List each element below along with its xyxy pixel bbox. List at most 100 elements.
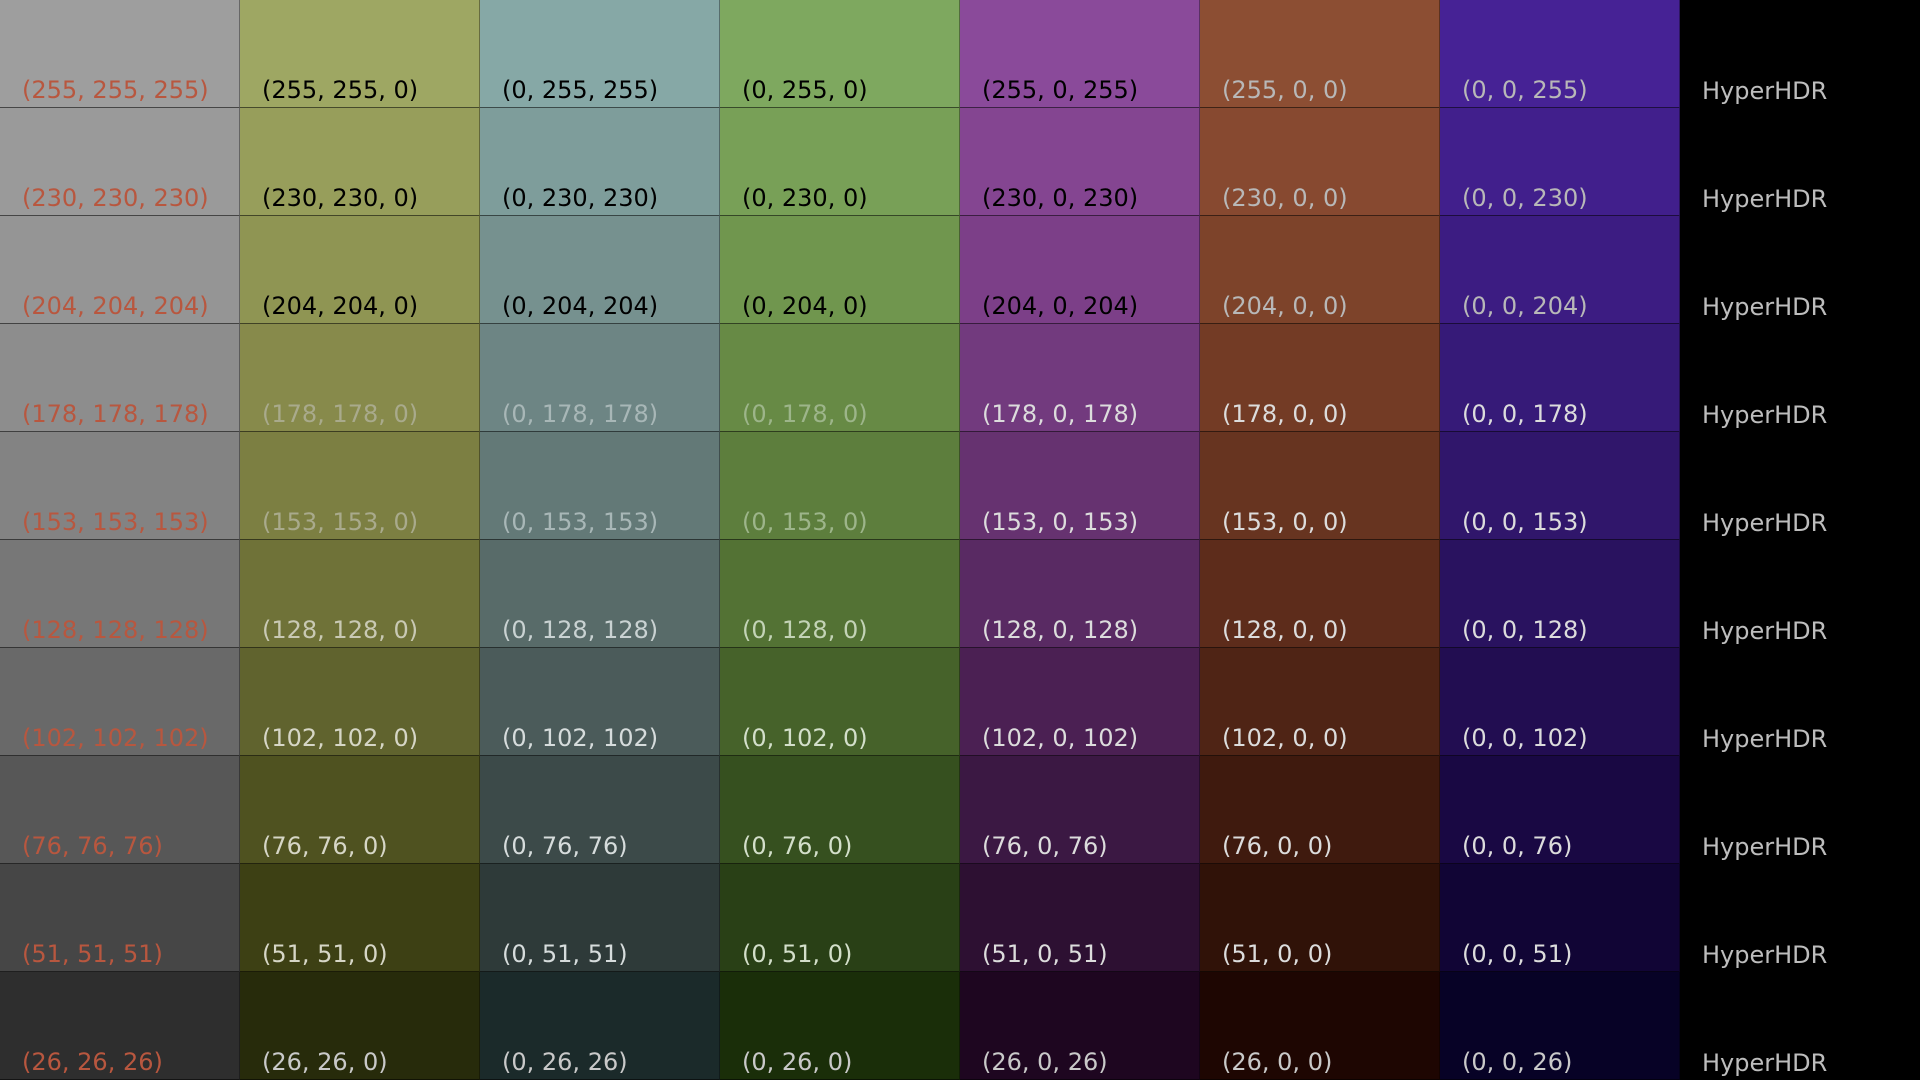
swatch-label: (0, 0, 26)	[1462, 1048, 1573, 1076]
brand-label: HyperHDR	[1702, 185, 1828, 213]
swatch-label: (153, 0, 0)	[1222, 508, 1348, 536]
swatch-cyan-204: (0, 204, 204)	[480, 216, 720, 324]
swatch-label: (0, 178, 178)	[502, 400, 659, 428]
swatch-label: (102, 102, 102)	[22, 724, 209, 752]
brand-cell: HyperHDR	[1680, 324, 1920, 432]
swatch-label: (51, 0, 51)	[982, 940, 1108, 968]
swatch-magenta-102: (102, 0, 102)	[960, 648, 1200, 756]
swatch-label: (204, 0, 204)	[982, 292, 1139, 320]
swatch-label: (128, 128, 0)	[262, 616, 419, 644]
brand-cell: HyperHDR	[1680, 864, 1920, 972]
swatch-yellow-76: (76, 76, 0)	[240, 756, 480, 864]
swatch-label: (0, 76, 0)	[742, 832, 853, 860]
swatch-cyan-128: (0, 128, 128)	[480, 540, 720, 648]
swatch-green-230: (0, 230, 0)	[720, 108, 960, 216]
swatch-label: (0, 0, 102)	[1462, 724, 1588, 752]
swatch-blue-153: (0, 0, 153)	[1440, 432, 1680, 540]
swatch-red-204: (204, 0, 0)	[1200, 216, 1440, 324]
swatch-label: (76, 0, 0)	[1222, 832, 1333, 860]
swatch-label: (102, 102, 0)	[262, 724, 419, 752]
swatch-label: (255, 255, 255)	[22, 76, 209, 104]
swatch-white-102: (102, 102, 102)	[0, 648, 240, 756]
swatch-green-255: (0, 255, 0)	[720, 0, 960, 108]
swatch-label: (178, 0, 178)	[982, 400, 1139, 428]
swatch-magenta-26: (26, 0, 26)	[960, 972, 1200, 1080]
swatch-label: (0, 204, 0)	[742, 292, 868, 320]
swatch-blue-26: (0, 0, 26)	[1440, 972, 1680, 1080]
swatch-label: (26, 0, 26)	[982, 1048, 1108, 1076]
swatch-yellow-128: (128, 128, 0)	[240, 540, 480, 648]
swatch-magenta-204: (204, 0, 204)	[960, 216, 1200, 324]
swatch-label: (128, 0, 0)	[1222, 616, 1348, 644]
swatch-red-178: (178, 0, 0)	[1200, 324, 1440, 432]
swatch-cyan-102: (0, 102, 102)	[480, 648, 720, 756]
swatch-label: (76, 76, 76)	[22, 832, 163, 860]
swatch-yellow-102: (102, 102, 0)	[240, 648, 480, 756]
swatch-label: (0, 51, 51)	[502, 940, 628, 968]
swatch-red-230: (230, 0, 0)	[1200, 108, 1440, 216]
swatch-label: (128, 128, 128)	[22, 616, 209, 644]
swatch-magenta-255: (255, 0, 255)	[960, 0, 1200, 108]
swatch-red-76: (76, 0, 0)	[1200, 756, 1440, 864]
swatch-cyan-230: (0, 230, 230)	[480, 108, 720, 216]
swatch-green-51: (0, 51, 0)	[720, 864, 960, 972]
brand-label: HyperHDR	[1702, 77, 1828, 105]
swatch-label: (76, 76, 0)	[262, 832, 388, 860]
swatch-blue-102: (0, 0, 102)	[1440, 648, 1680, 756]
swatch-label: (0, 0, 255)	[1462, 76, 1588, 104]
swatch-blue-255: (0, 0, 255)	[1440, 0, 1680, 108]
swatch-label: (0, 204, 204)	[502, 292, 659, 320]
swatch-label: (0, 0, 128)	[1462, 616, 1588, 644]
swatch-label: (255, 0, 255)	[982, 76, 1139, 104]
swatch-red-26: (26, 0, 0)	[1200, 972, 1440, 1080]
swatch-green-153: (0, 153, 0)	[720, 432, 960, 540]
swatch-label: (0, 255, 255)	[502, 76, 659, 104]
swatch-label: (26, 0, 0)	[1222, 1048, 1333, 1076]
brand-cell: HyperHDR	[1680, 972, 1920, 1080]
swatch-label: (51, 0, 0)	[1222, 940, 1333, 968]
swatch-label: (0, 255, 0)	[742, 76, 868, 104]
brand-label: HyperHDR	[1702, 725, 1828, 753]
swatch-magenta-153: (153, 0, 153)	[960, 432, 1200, 540]
swatch-green-26: (0, 26, 0)	[720, 972, 960, 1080]
swatch-label: (0, 26, 26)	[502, 1048, 628, 1076]
swatch-yellow-51: (51, 51, 0)	[240, 864, 480, 972]
swatch-label: (0, 0, 153)	[1462, 508, 1588, 536]
swatch-label: (0, 128, 0)	[742, 616, 868, 644]
swatch-magenta-230: (230, 0, 230)	[960, 108, 1200, 216]
swatch-green-76: (0, 76, 0)	[720, 756, 960, 864]
swatch-label: (0, 0, 230)	[1462, 184, 1588, 212]
swatch-blue-51: (0, 0, 51)	[1440, 864, 1680, 972]
swatch-white-255: (255, 255, 255)	[0, 0, 240, 108]
swatch-label: (51, 51, 51)	[22, 940, 163, 968]
swatch-cyan-51: (0, 51, 51)	[480, 864, 720, 972]
brand-cell: HyperHDR	[1680, 432, 1920, 540]
swatch-label: (255, 255, 0)	[262, 76, 419, 104]
brand-cell: HyperHDR	[1680, 0, 1920, 108]
swatch-white-76: (76, 76, 76)	[0, 756, 240, 864]
swatch-label: (26, 26, 0)	[262, 1048, 388, 1076]
swatch-green-102: (0, 102, 0)	[720, 648, 960, 756]
brand-label: HyperHDR	[1702, 401, 1828, 429]
swatch-label: (0, 153, 0)	[742, 508, 868, 536]
brand-cell: HyperHDR	[1680, 540, 1920, 648]
swatch-label: (0, 153, 153)	[502, 508, 659, 536]
swatch-label: (230, 0, 230)	[982, 184, 1139, 212]
swatch-label: (102, 0, 102)	[982, 724, 1139, 752]
swatch-yellow-26: (26, 26, 0)	[240, 972, 480, 1080]
brand-label: HyperHDR	[1702, 833, 1828, 861]
swatch-white-204: (204, 204, 204)	[0, 216, 240, 324]
swatch-label: (178, 0, 0)	[1222, 400, 1348, 428]
brand-label: HyperHDR	[1702, 1049, 1828, 1077]
swatch-label: (204, 204, 0)	[262, 292, 419, 320]
swatch-label: (0, 76, 76)	[502, 832, 628, 860]
swatch-blue-230: (0, 0, 230)	[1440, 108, 1680, 216]
swatch-label: (0, 26, 0)	[742, 1048, 853, 1076]
brand-label: HyperHDR	[1702, 509, 1828, 537]
swatch-yellow-204: (204, 204, 0)	[240, 216, 480, 324]
swatch-magenta-76: (76, 0, 76)	[960, 756, 1200, 864]
swatch-white-26: (26, 26, 26)	[0, 972, 240, 1080]
swatch-blue-178: (0, 0, 178)	[1440, 324, 1680, 432]
swatch-red-153: (153, 0, 0)	[1200, 432, 1440, 540]
